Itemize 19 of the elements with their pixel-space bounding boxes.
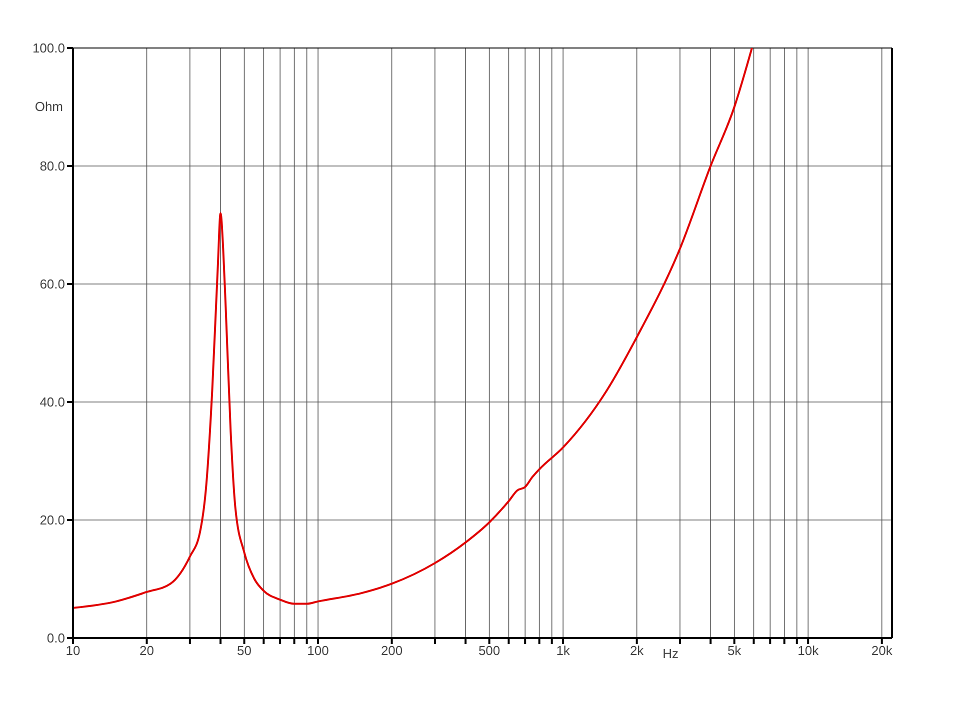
x-tick-label: 1k <box>556 643 570 658</box>
y-axis-title: Ohm <box>34 99 63 114</box>
x-tick-label: 2k <box>630 643 644 658</box>
x-tick-label: 20 <box>140 643 154 658</box>
x-tick-label: 100 <box>307 643 329 658</box>
y-tick-label: 0.0 <box>46 630 65 646</box>
x-tick-label: 500 <box>478 643 500 658</box>
y-tick-label: 100.0 <box>32 40 65 56</box>
y-tick-label: 60.0 <box>40 276 65 292</box>
y-tick-label: 40.0 <box>40 394 65 410</box>
x-tick-label: 10 <box>66 643 80 658</box>
x-axis-title: Hz <box>662 646 679 661</box>
y-tick-label: 20.0 <box>40 512 65 528</box>
x-tick-label: 20k <box>871 643 893 658</box>
x-tick-label: 50 <box>237 643 252 658</box>
x-tick-label: 10k <box>798 643 820 658</box>
x-tick-label: 5k <box>727 643 742 658</box>
y-tick-label: 80.0 <box>40 158 65 174</box>
x-tick-label: 200 <box>380 643 403 658</box>
